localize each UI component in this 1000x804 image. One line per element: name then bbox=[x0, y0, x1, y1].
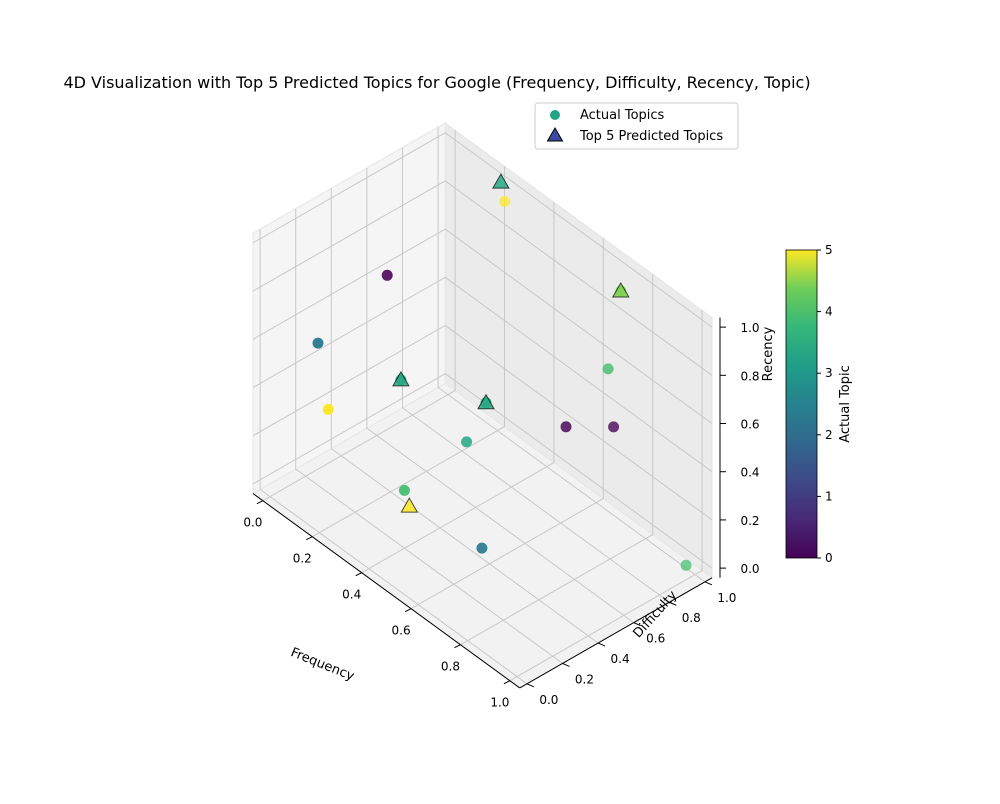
z-tick-label-5: 1.0 bbox=[740, 321, 759, 335]
grid-line-y-5 bbox=[437, 127, 706, 583]
x-tick-label-4: 0.8 bbox=[441, 660, 460, 674]
actual-point-5 bbox=[398, 484, 410, 496]
x-tick-3 bbox=[404, 608, 412, 613]
y-tick-label-4: 0.8 bbox=[682, 611, 701, 625]
legend: Actual Topics Top 5 Predicted Topics bbox=[534, 102, 739, 150]
predicted-point-1 bbox=[392, 370, 410, 387]
chart-title: 4D Visualization with Top 5 Predicted To… bbox=[63, 73, 810, 92]
colorbar: 0 1 2 3 4 5 Actual Topic bbox=[785, 243, 853, 565]
grid-line-y-4 bbox=[402, 147, 670, 603]
legend-label-predicted: Top 5 Predicted Topics bbox=[579, 129, 723, 144]
y-tick-3 bbox=[633, 622, 641, 627]
grid-line-x-1 bbox=[312, 166, 505, 538]
x-axis-label: Frequency bbox=[288, 645, 356, 684]
grid-line-x-4 bbox=[460, 274, 654, 646]
predicted-point-0 bbox=[492, 173, 510, 189]
legend-marker-actual bbox=[550, 110, 560, 120]
y-tick-label-1: 0.2 bbox=[575, 672, 594, 686]
actual-point-11 bbox=[602, 363, 614, 375]
grid-line-z-0 bbox=[252, 373, 713, 569]
colorbar-tick-label-1: 1 bbox=[825, 489, 833, 503]
y-tick-label-0: 0.0 bbox=[539, 693, 558, 707]
actual-point-13 bbox=[680, 559, 692, 571]
actual-point-1 bbox=[381, 269, 393, 281]
colorbar-tick-label-4: 4 bbox=[825, 305, 833, 319]
actual-point-2 bbox=[322, 403, 334, 415]
actual-point-10 bbox=[608, 421, 620, 433]
y-tick-label-2: 0.4 bbox=[611, 652, 630, 666]
actual-point-9 bbox=[560, 421, 572, 433]
colorbar-ticks: 0 1 2 3 4 5 bbox=[817, 243, 833, 565]
colorbar-tick-label-0: 0 bbox=[825, 551, 833, 565]
grid-line-x-3 bbox=[410, 238, 604, 610]
grid-line-x-0 bbox=[262, 130, 456, 502]
axes-grid bbox=[252, 127, 713, 685]
grid-line-z-1 bbox=[252, 324, 713, 521]
grid-line-z-2 bbox=[252, 276, 713, 473]
y-tick-0 bbox=[526, 683, 535, 688]
axes-lines bbox=[252, 317, 721, 689]
colorbar-tick-label-5: 5 bbox=[825, 243, 833, 257]
grid-line-z-3 bbox=[252, 228, 713, 424]
x-tick-label-3: 0.6 bbox=[392, 624, 411, 638]
z-tick-label-2: 0.4 bbox=[740, 466, 759, 480]
x-tick-5 bbox=[503, 680, 511, 685]
z-tick-label-0: 0.0 bbox=[740, 562, 759, 576]
z-tick-label-4: 0.8 bbox=[740, 369, 759, 383]
z-tick-label-3: 0.6 bbox=[740, 418, 759, 432]
predicted-point-4 bbox=[611, 281, 630, 298]
x-tick-2 bbox=[355, 572, 362, 577]
z-tick-label-1: 0.2 bbox=[740, 514, 759, 528]
y-tick-label-3: 0.6 bbox=[646, 632, 665, 646]
grid-line-z-4 bbox=[252, 180, 713, 376]
y-axis-line bbox=[519, 577, 713, 689]
x-tick-label-1: 0.2 bbox=[293, 552, 312, 566]
legend-box bbox=[534, 102, 739, 150]
x-tick-label-0: 0.0 bbox=[243, 516, 262, 530]
x-tick-1 bbox=[306, 536, 313, 541]
y-tick-label-5: 1.0 bbox=[717, 591, 736, 605]
x-tick-4 bbox=[454, 644, 461, 649]
grid-line-y-2 bbox=[330, 188, 599, 644]
y-tick-5 bbox=[704, 581, 713, 586]
legend-marker-predicted bbox=[546, 126, 564, 142]
z-axis-label: Recency bbox=[761, 326, 776, 381]
y-tick-1 bbox=[562, 662, 570, 667]
predicted-point-2 bbox=[400, 497, 419, 513]
actual-point-6 bbox=[461, 436, 473, 448]
y-tick-4 bbox=[669, 601, 677, 606]
actual-point-0 bbox=[312, 337, 324, 349]
colorbar-tick-label-3: 3 bbox=[825, 366, 833, 380]
grid-line-y-3 bbox=[366, 168, 634, 624]
data-points bbox=[312, 173, 692, 571]
predicted-point-3 bbox=[477, 393, 495, 410]
colorbar-tick-label-2: 2 bbox=[825, 428, 833, 442]
grid-line-y-1 bbox=[295, 208, 563, 664]
x-tick-0 bbox=[256, 500, 264, 505]
actual-point-8 bbox=[476, 542, 488, 554]
y-tick-2 bbox=[597, 642, 606, 647]
x-tick-label-5: 1.0 bbox=[490, 696, 509, 710]
actual-point-3 bbox=[499, 196, 511, 207]
axes-ticks: 0.0 0.0 0.0 0.2 0.2 0.2 0.4 0.4 0.4 0.6 0.6 0.6 0.8 0… bbox=[243, 321, 759, 710]
colorbar-gradient bbox=[785, 249, 818, 559]
colorbar-label: Actual Topic bbox=[838, 365, 853, 443]
grid-line-x-5 bbox=[509, 310, 703, 682]
x-axis-line bbox=[252, 493, 521, 689]
x-tick-label-2: 0.4 bbox=[342, 588, 361, 602]
grid-line-x-2 bbox=[361, 202, 555, 574]
grid-line-y-0 bbox=[259, 229, 528, 685]
legend-label-actual: Actual Topics bbox=[580, 108, 665, 123]
grid-line-z-5 bbox=[252, 132, 713, 328]
